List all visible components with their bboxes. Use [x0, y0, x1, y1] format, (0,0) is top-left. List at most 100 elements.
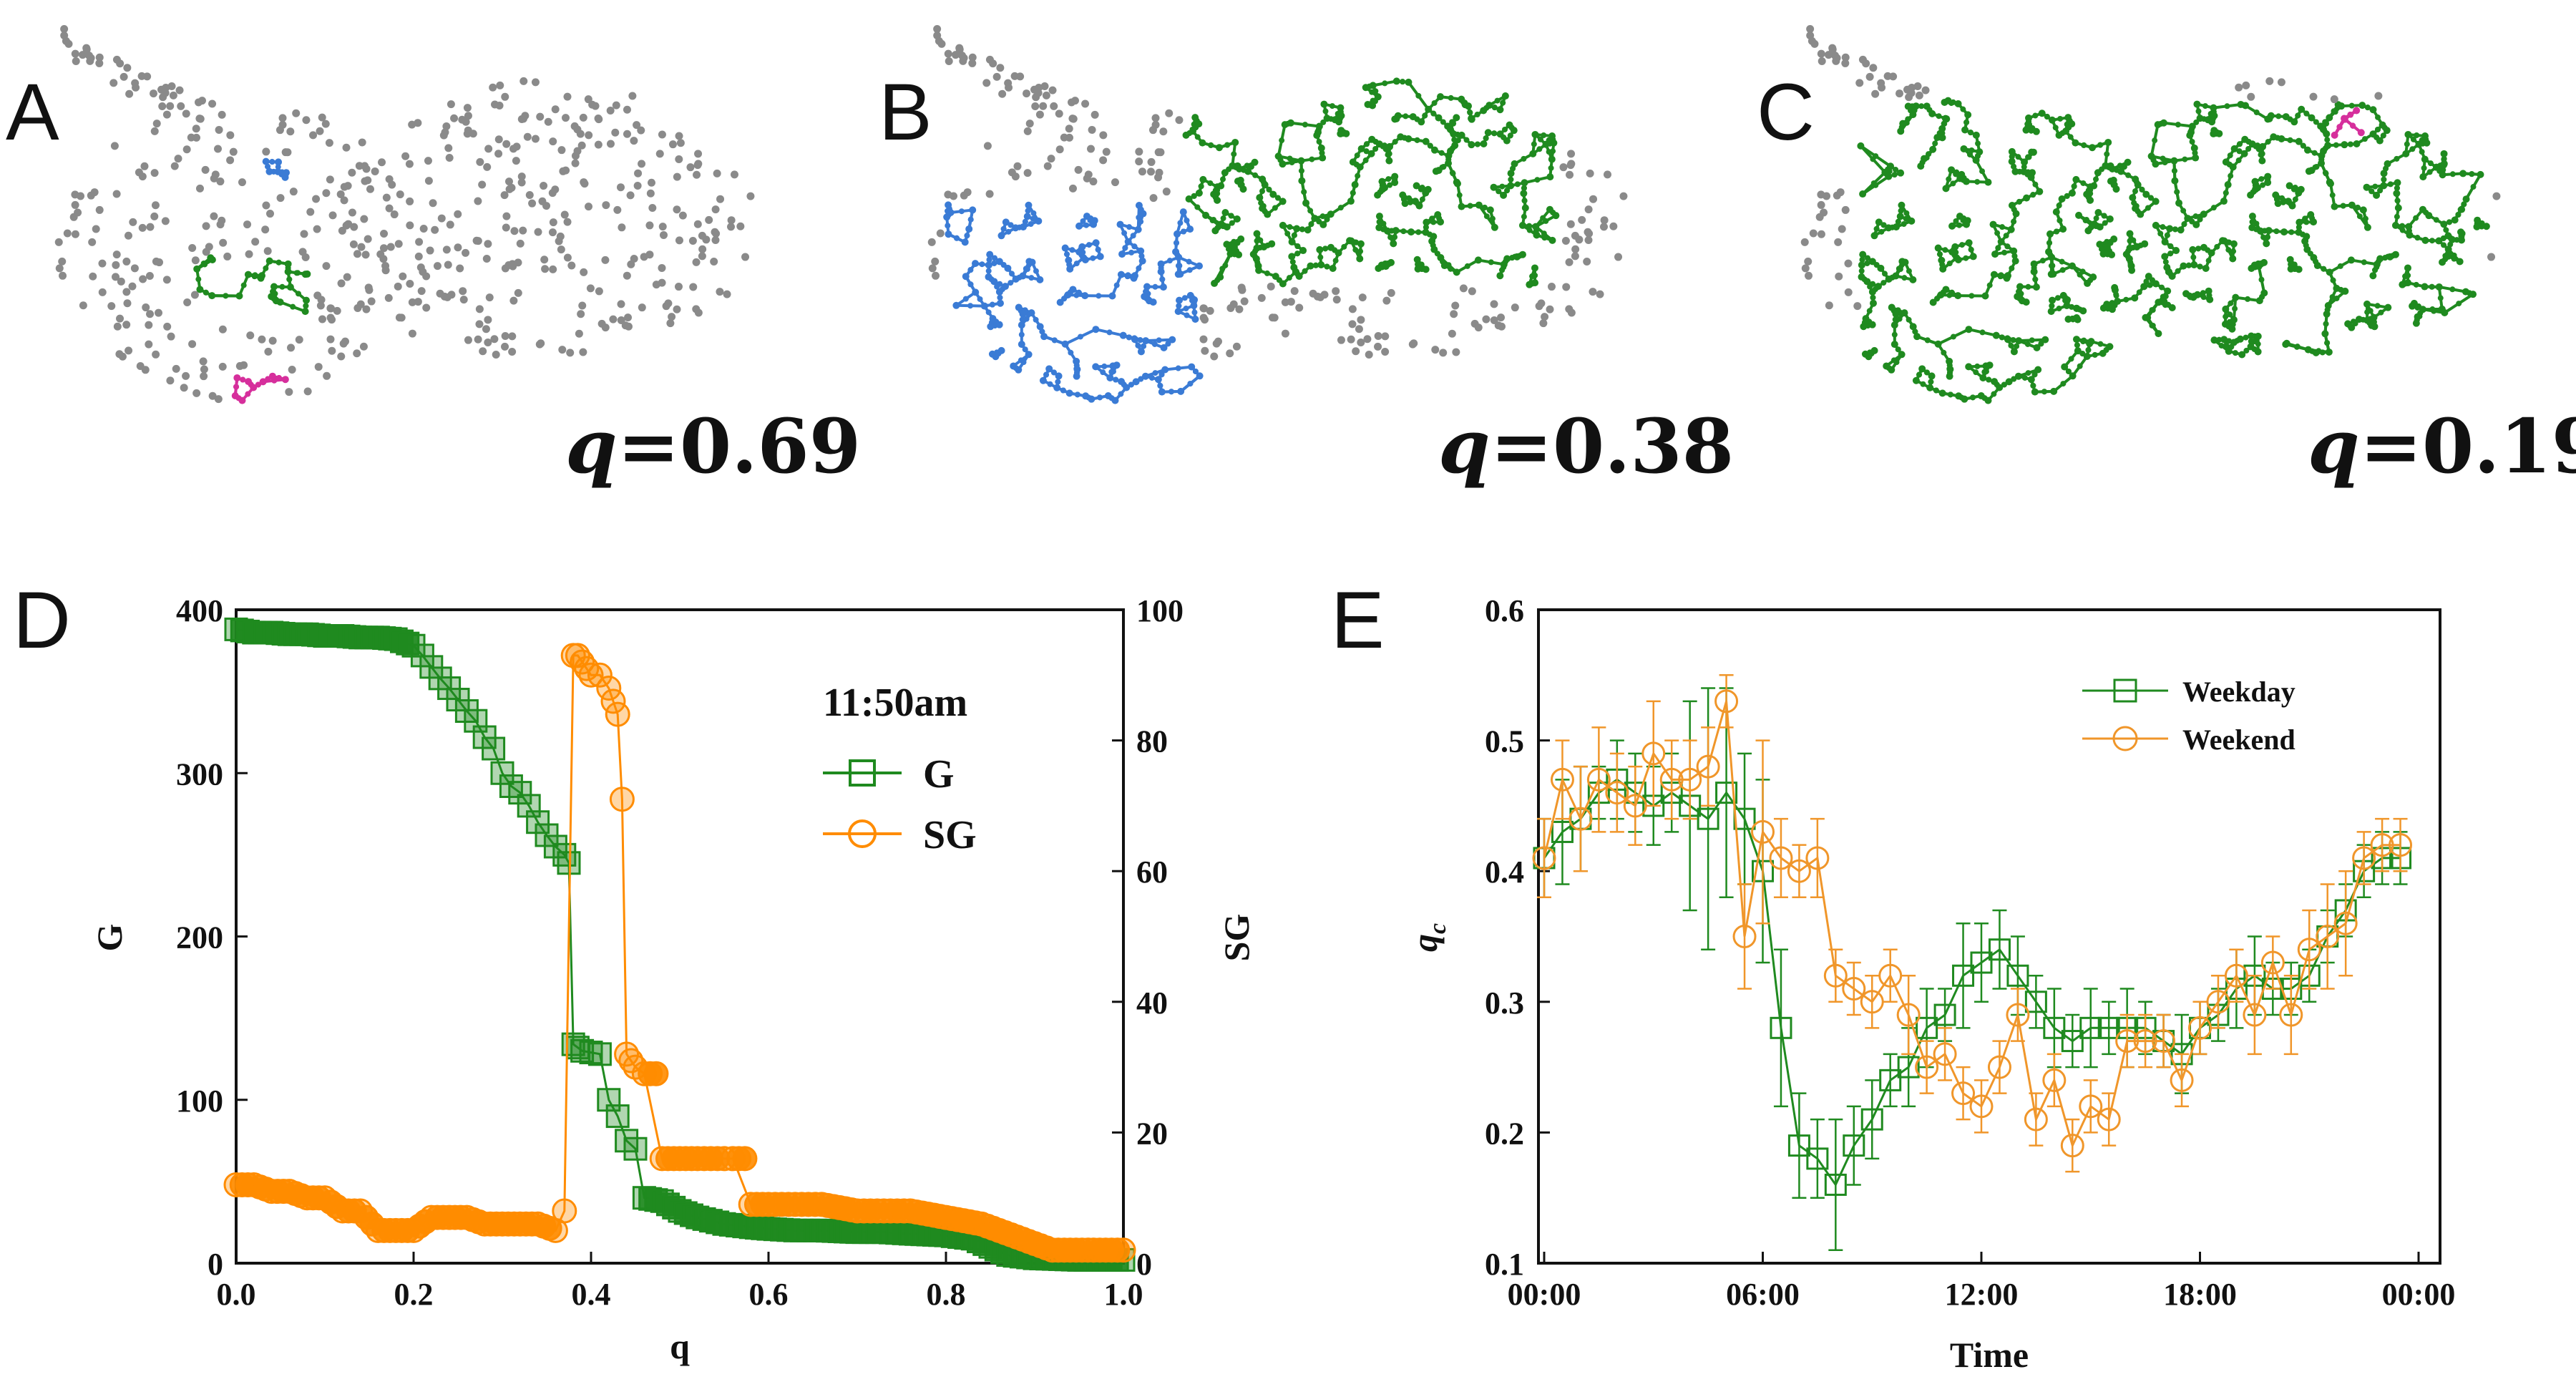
network-b-node-green	[1356, 255, 1364, 263]
network-a-node-grey	[475, 320, 484, 328]
network-b-node-green	[1226, 250, 1234, 258]
network-b-node-blue	[1136, 265, 1142, 271]
network-b-node-blue	[1090, 255, 1096, 261]
network-c-node-green	[2429, 238, 2435, 244]
network-b-node-blue	[1023, 213, 1031, 220]
network-a-node-magenta	[265, 376, 271, 382]
network-b-node-green	[1307, 208, 1314, 214]
network-a-node-grey	[122, 257, 131, 266]
network-b-node-blue	[1191, 309, 1198, 316]
network-b-node-grey	[1081, 99, 1090, 108]
network-c-node-green	[2287, 137, 2293, 143]
network-b-node-blue	[1191, 315, 1199, 323]
network-a-node-grey	[276, 194, 285, 203]
network-b-node-green	[1363, 148, 1370, 155]
network-b-node-blue	[1135, 342, 1141, 349]
network-b-node-grey	[1199, 304, 1208, 313]
network-b-node-blue	[1065, 256, 1073, 264]
network-b-node-green	[1214, 196, 1221, 204]
network-b-node-blue	[1152, 370, 1158, 376]
network-c-node-green	[2254, 332, 2262, 340]
network-c-node-green	[2329, 293, 2336, 300]
network-a-node-grey	[188, 340, 197, 349]
network-c-node-green	[2356, 213, 2363, 220]
network-c-node-green	[2313, 164, 2320, 170]
network-c-node-green	[1906, 268, 1912, 274]
network-b-node-grey	[1459, 284, 1468, 293]
network-c-node-green	[2260, 182, 2266, 188]
network-c-node-green	[2077, 363, 2083, 369]
network-c-node-green	[2168, 304, 2176, 312]
network-a-node-grey	[223, 252, 232, 261]
network-b-node-blue	[1018, 321, 1025, 329]
network-c-node-green	[1870, 281, 1876, 287]
network-a-node-grey	[229, 147, 238, 156]
network-b-node-grey	[1561, 237, 1570, 245]
network-b-node-blue	[992, 255, 998, 261]
network-a-node-magenta	[240, 376, 246, 383]
network-b-node-blue	[952, 301, 960, 309]
network-b-node-green	[1500, 261, 1508, 268]
network-b-node-green	[1237, 235, 1245, 243]
network-b-node-blue	[1061, 340, 1069, 348]
network-b-node-green	[1413, 255, 1421, 263]
network-c-node-green	[1946, 357, 1953, 365]
network-a-node-grey	[508, 332, 517, 341]
network-c-node-green	[1938, 389, 1946, 397]
network-b-node-grey	[1584, 235, 1593, 244]
network-b-node-grey	[1050, 102, 1058, 110]
network-b-node-green	[1315, 122, 1323, 130]
network-c-node-green	[1963, 119, 1970, 125]
network-b-node-blue	[962, 273, 970, 281]
network-a-node-grey	[557, 245, 565, 254]
network-a-node-grey	[501, 342, 509, 351]
network-b-node-green	[1465, 102, 1473, 110]
network-b-node-green	[1427, 142, 1433, 149]
network-b-node-blue	[1088, 395, 1096, 403]
network-a-node-grey	[474, 197, 482, 205]
network-b-node-green	[1405, 78, 1413, 86]
network-c-node-green	[1953, 171, 1959, 177]
network-c-node-green	[2310, 254, 2318, 262]
network-b-node-grey	[1055, 109, 1063, 118]
network-b-node-blue	[1172, 248, 1180, 255]
network-b-node-green	[1367, 150, 1375, 157]
network-c-node-green	[2236, 335, 2244, 343]
network-a-node-grey	[289, 188, 298, 196]
network-b-node-green	[1347, 237, 1355, 245]
network-b-node-grey	[1047, 155, 1055, 163]
network-a-node-magenta	[245, 391, 251, 397]
network-a-node-grey	[112, 55, 121, 64]
network-c-node-green	[2295, 266, 2303, 273]
network-a-node-grey	[343, 273, 351, 281]
network-a-node-grey	[110, 142, 119, 150]
network-a-node-grey	[694, 150, 703, 158]
network-c-node-green	[1941, 349, 1947, 356]
network-c-node-green	[1972, 131, 1980, 139]
network-a-node-grey	[566, 349, 575, 357]
network-a-node-grey	[353, 349, 361, 358]
network-b-node-grey	[1232, 342, 1241, 351]
network-c-node-green	[2415, 140, 2423, 148]
network-b-node-green	[1319, 154, 1327, 162]
network-c-node-green	[1903, 215, 1909, 222]
network-b-node-green	[1337, 104, 1345, 112]
network-c-node-green	[2007, 225, 2015, 233]
network-b-node-green	[1397, 133, 1405, 141]
network-c-node-green	[2056, 306, 2062, 312]
network-b-node-blue	[1028, 220, 1034, 227]
network-a-node-grey	[175, 86, 184, 94]
network-b-node-grey	[983, 142, 992, 150]
network-a-node-grey	[678, 211, 687, 220]
network-b-node-blue	[1192, 368, 1199, 374]
network-c-node-green	[1946, 176, 1952, 182]
network-a-node-grey	[648, 204, 657, 213]
network-b-node-green	[1500, 99, 1506, 106]
network-b-node-blue	[1068, 349, 1074, 356]
network-c-node-green	[1967, 130, 1974, 136]
network-c-node-green	[2089, 273, 2097, 281]
network-b-node-grey	[1348, 320, 1357, 328]
network-a-node-green	[244, 271, 252, 278]
network-c-node-green	[2049, 303, 2055, 309]
network-a-node-grey	[362, 305, 371, 313]
